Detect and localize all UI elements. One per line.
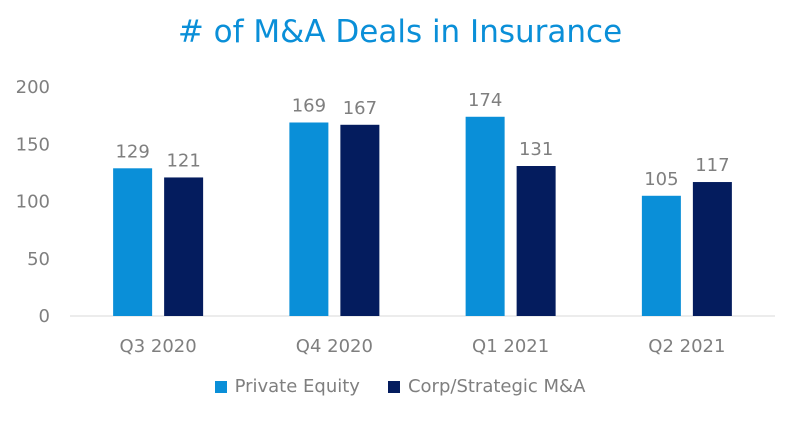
data-label: 117 <box>695 155 729 176</box>
x-tick-label: Q2 2021 <box>648 336 725 357</box>
legend-item-private-equity: Private Equity <box>214 376 360 397</box>
bar-corp-strategic <box>692 182 732 316</box>
bar-corp-strategic <box>340 124 380 316</box>
y-tick-label: 50 <box>27 249 50 270</box>
bar-private-equity <box>113 168 153 316</box>
data-label: 169 <box>292 95 326 116</box>
bar-private-equity <box>465 116 505 317</box>
bar-private-equity <box>289 122 329 317</box>
y-tick-label: 0 <box>39 306 50 327</box>
data-label: 167 <box>343 98 377 119</box>
data-label: 121 <box>166 150 200 171</box>
data-label: 105 <box>644 169 678 190</box>
bar-corp-strategic <box>164 177 204 316</box>
x-tick-label: Q4 2020 <box>296 336 373 357</box>
x-tick-label: Q3 2020 <box>120 336 197 357</box>
legend-item-corp-strategic: Corp/Strategic M&A <box>387 376 586 397</box>
data-label: 174 <box>468 90 502 111</box>
legend-label-private-equity: Private Equity <box>234 376 360 397</box>
bar-private-equity <box>641 195 681 316</box>
y-axis: 0 50 100 150 200 <box>16 77 50 327</box>
y-tick-label: 100 <box>16 192 50 213</box>
x-axis: Q3 2020 Q4 2020 Q1 2021 Q2 2021 <box>120 336 726 357</box>
legend-swatch-corp-strategic <box>387 380 400 393</box>
legend-swatch-private-equity <box>214 380 227 393</box>
y-tick-label: 150 <box>16 134 50 155</box>
x-tick-label: Q1 2021 <box>472 336 549 357</box>
data-label: 131 <box>519 139 553 160</box>
chart-title: # of M&A Deals in Insurance <box>177 14 623 50</box>
data-labels: 129 121 169 167 174 131 105 117 <box>115 90 729 190</box>
data-label: 129 <box>115 141 149 162</box>
y-tick-label: 200 <box>16 77 50 98</box>
legend: Private Equity Corp/Strategic M&A <box>0 376 800 397</box>
legend-label-corp-strategic: Corp/Strategic M&A <box>407 376 586 397</box>
bar-corp-strategic <box>516 166 556 316</box>
bars <box>113 116 732 317</box>
